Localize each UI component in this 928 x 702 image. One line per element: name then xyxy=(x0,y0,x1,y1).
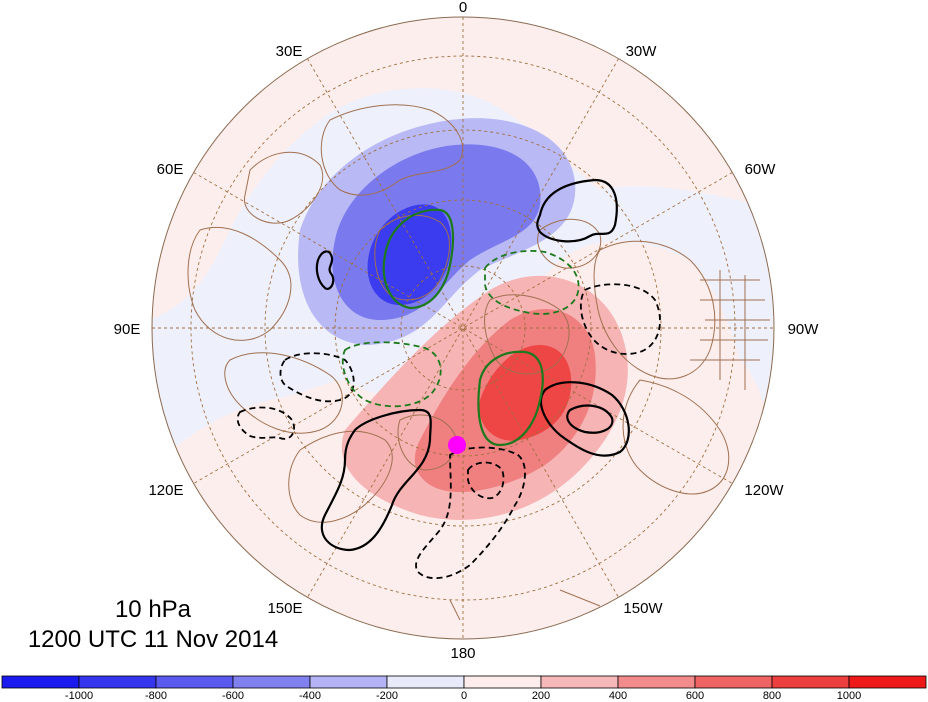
colorbar-segment xyxy=(1,675,80,689)
contour-solid-3 xyxy=(539,381,630,457)
map-disk xyxy=(152,17,774,639)
label-90W: 90W xyxy=(788,321,820,338)
label-120E: 120E xyxy=(148,482,183,499)
label-120W: 120W xyxy=(744,482,784,499)
colorbar-tick-label: 400 xyxy=(609,690,627,702)
contours-green-solid xyxy=(382,208,544,447)
label-90E: 90E xyxy=(114,321,141,338)
shading-positive-faint xyxy=(152,17,774,320)
colorbar-segment xyxy=(540,675,619,689)
valid-time-label: 1200 UTC 11 Nov 2014 xyxy=(28,626,278,653)
colorbar: -1000 -800 -600 -400 -200 0 200 400 600 800 1000 xyxy=(1,675,927,702)
contour-solid-5 xyxy=(320,408,432,552)
label-0: 0 xyxy=(459,0,467,16)
contour-dashed-1 xyxy=(579,283,661,355)
colorbar-tick-label: 0 xyxy=(461,690,467,702)
colorbar-tick-label: -800 xyxy=(145,690,167,702)
contour-green-solid-1 xyxy=(382,208,455,310)
colorbar-tick-label: 200 xyxy=(532,690,550,702)
colorbar-segment xyxy=(309,675,388,689)
colorbar-tick-label: -1000 xyxy=(65,690,93,702)
colorbar-segment xyxy=(848,675,927,689)
map-boundary xyxy=(151,16,775,640)
meridian-labels: 0 30W 60W 90W 120W 150W 180 150E 120E 90… xyxy=(114,0,820,662)
label-150E: 150E xyxy=(267,600,302,617)
colorbar-segment xyxy=(694,675,773,689)
graticule xyxy=(152,17,774,639)
contour-solid-1 xyxy=(536,178,618,243)
contour-dashed-2 xyxy=(279,352,355,403)
contour-dashed-3 xyxy=(236,406,295,440)
colorbar-tick-label: -200 xyxy=(376,690,398,702)
colorbar-segment xyxy=(386,675,465,689)
contour-solid-2 xyxy=(315,250,335,290)
colorbar-tick-label: 600 xyxy=(686,690,704,702)
label-60E: 60E xyxy=(157,161,184,178)
shading-negative-strong xyxy=(367,204,452,305)
colorbar-segment xyxy=(232,675,311,689)
label-30E: 30E xyxy=(276,43,303,60)
colorbar-tick-label: -400 xyxy=(299,690,321,702)
colorbar-tick-label: 1000 xyxy=(837,690,861,702)
label-30W: 30W xyxy=(626,43,658,60)
location-marker xyxy=(448,436,466,454)
contour-green-dashed-1 xyxy=(484,250,580,315)
contours-black-solid xyxy=(315,178,630,552)
contours-black-dashed xyxy=(236,283,661,580)
label-180: 180 xyxy=(450,645,475,662)
contours-green-dashed xyxy=(341,250,580,408)
colorbar-segment xyxy=(463,675,542,689)
colorbar-segment xyxy=(617,675,696,689)
colorbar-tick-label: 800 xyxy=(763,690,781,702)
colorbar-tick-label: -600 xyxy=(222,690,244,702)
contour-solid-4 xyxy=(566,404,614,434)
label-60W: 60W xyxy=(745,161,777,178)
colorbar-segment xyxy=(78,675,157,689)
label-150W: 150W xyxy=(623,600,663,617)
colorbar-segment xyxy=(771,675,850,689)
pressure-level-label: 10 hPa xyxy=(115,596,192,623)
contour-green-solid-2 xyxy=(477,350,544,447)
colorbar-segment xyxy=(155,675,234,689)
contour-dashed-4 xyxy=(415,446,526,580)
contour-dashed-5 xyxy=(467,461,505,500)
